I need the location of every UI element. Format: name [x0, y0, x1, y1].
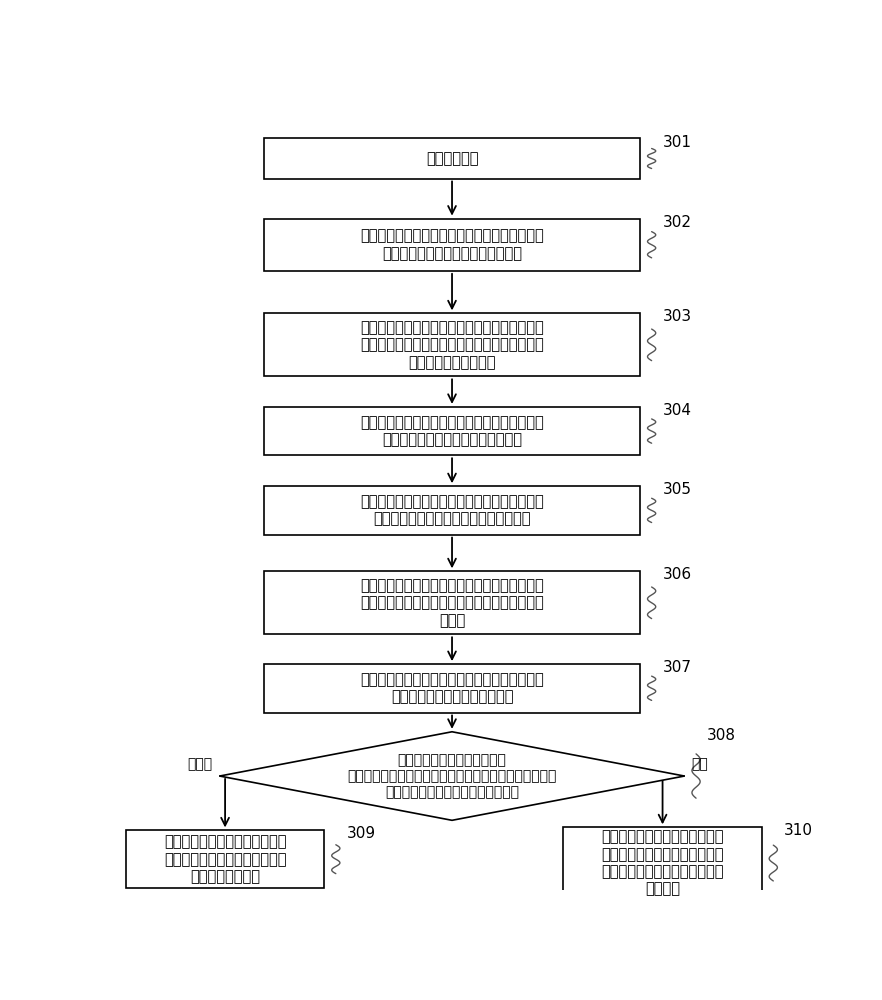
Text: 306: 306 [662, 567, 691, 582]
Text: 309: 309 [347, 826, 376, 841]
Text: 记录该迁移数量对应的视频相关信息中的最后一
个视频相关信息对应的时间信息以及标识: 记录该迁移数量对应的视频相关信息中的最后一 个视频相关信息对应的时间信息以及标识 [360, 494, 544, 527]
Text: 304: 304 [662, 403, 691, 418]
FancyBboxPatch shape [126, 830, 325, 888]
FancyBboxPatch shape [264, 664, 640, 713]
Text: 从该排序后的视频相关信息中，将该迁移数量所
对应的视频相关信息迁移至该内存中: 从该排序后的视频相关信息中，将该迁移数量所 对应的视频相关信息迁移至该内存中 [360, 415, 544, 447]
Text: 根据内存的大小以及单个视频相关信息的大小，
从排序后的视频相关信息中，获取需要迁移的视
频相关信息的迁移数量: 根据内存的大小以及单个视频相关信息的大小， 从排序后的视频相关信息中，获取需要迁… [360, 320, 544, 370]
FancyBboxPatch shape [264, 571, 640, 634]
Text: 根据记录的该迁移数量对应的视频相关信息中的
最后一个视频相关信息对应的时间信息，创建迁
移时间: 根据记录的该迁移数量对应的视频相关信息中的 最后一个视频相关信息对应的时间信息，… [360, 578, 544, 628]
Text: 308: 308 [707, 728, 736, 743]
Text: 接收迁移请求: 接收迁移请求 [426, 151, 478, 166]
Text: 305: 305 [662, 482, 691, 497]
Text: 根据视频相关信息对应的时间信息，按照时间的
先后顺序，对视频相关信息进行排序: 根据视频相关信息对应的时间信息，按照时间的 先后顺序，对视频相关信息进行排序 [360, 229, 544, 261]
Text: 从该待迁移视频相关信息开始，
将该迁移数量对应的视频相关信
息迁移至该内存中: 从该待迁移视频相关信息开始， 将该迁移数量对应的视频相关信 息迁移至该内存中 [164, 834, 287, 884]
Text: 不相同: 不相同 [188, 757, 213, 771]
Text: 310: 310 [784, 823, 813, 838]
Text: 从排序后的视频相关信息中，获取时间信息大于
或等于该迁移时间的待迁移数据: 从排序后的视频相关信息中，获取时间信息大于 或等于该迁移时间的待迁移数据 [360, 672, 544, 704]
Text: 相同: 相同 [691, 757, 708, 771]
FancyBboxPatch shape [264, 313, 640, 376]
Text: 302: 302 [662, 215, 691, 230]
Text: 判断该待迁移的视频相关信息
对应的标识与该记录的该迁移数量对应的数据中的最后一
个视频相关信息对应的标识是否相同: 判断该待迁移的视频相关信息 对应的标识与该记录的该迁移数量对应的数据中的最后一 … [348, 753, 557, 799]
FancyBboxPatch shape [264, 219, 640, 271]
Text: 303: 303 [662, 309, 691, 324]
FancyBboxPatch shape [564, 827, 762, 899]
FancyBboxPatch shape [264, 407, 640, 455]
FancyBboxPatch shape [264, 486, 640, 535]
Text: 从该待迁移视频相关信息的下一
个视频相关信息开始，将该迁移
数量对应的视频相关信息迁移至
该内存中: 从该待迁移视频相关信息的下一 个视频相关信息开始，将该迁移 数量对应的视频相关信… [602, 829, 724, 897]
Polygon shape [220, 732, 684, 820]
Text: 307: 307 [662, 660, 691, 675]
Text: 301: 301 [662, 135, 691, 150]
FancyBboxPatch shape [264, 138, 640, 179]
